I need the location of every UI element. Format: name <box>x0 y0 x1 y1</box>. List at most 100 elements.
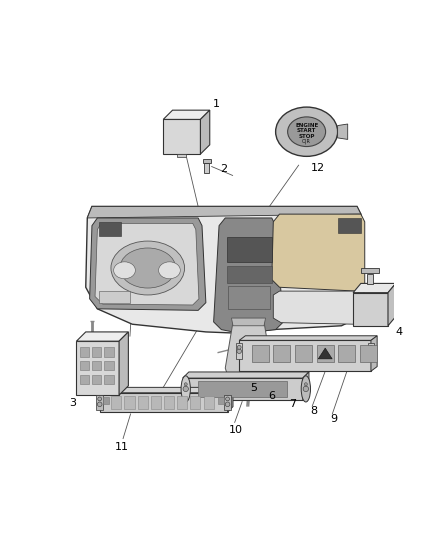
Polygon shape <box>239 336 377 341</box>
Bar <box>251 345 268 362</box>
Text: 5: 5 <box>251 383 258 393</box>
Polygon shape <box>273 291 363 324</box>
Polygon shape <box>353 284 396 293</box>
Bar <box>80 361 89 370</box>
Bar <box>151 396 161 409</box>
Circle shape <box>304 383 307 386</box>
Text: 10: 10 <box>229 425 243 435</box>
Circle shape <box>369 349 373 353</box>
Bar <box>138 396 148 409</box>
Bar <box>204 396 214 409</box>
Bar <box>103 398 109 403</box>
Ellipse shape <box>276 107 338 156</box>
Text: ENGINE: ENGINE <box>295 123 318 128</box>
Circle shape <box>226 397 230 401</box>
Bar <box>204 163 209 173</box>
Bar <box>100 393 228 412</box>
Bar <box>368 343 374 359</box>
Bar <box>104 375 113 384</box>
Bar <box>367 274 373 284</box>
Text: 4: 4 <box>395 327 403 337</box>
Bar <box>177 396 187 409</box>
Bar <box>124 396 134 409</box>
Bar <box>228 286 270 309</box>
Text: 11: 11 <box>114 442 128 453</box>
Bar <box>80 375 89 384</box>
Polygon shape <box>225 322 272 387</box>
Text: 1: 1 <box>212 99 219 109</box>
Polygon shape <box>231 318 265 326</box>
Polygon shape <box>371 336 377 371</box>
Bar <box>360 345 377 362</box>
Text: O|R: O|R <box>302 139 311 144</box>
Bar <box>111 396 121 409</box>
Polygon shape <box>163 110 210 119</box>
Polygon shape <box>95 223 199 305</box>
Circle shape <box>303 386 308 392</box>
Polygon shape <box>303 372 309 400</box>
Polygon shape <box>87 206 361 218</box>
Bar <box>92 375 101 384</box>
Circle shape <box>97 402 102 407</box>
Bar <box>80 348 89 357</box>
Ellipse shape <box>113 262 135 279</box>
Circle shape <box>225 402 230 407</box>
Text: START: START <box>297 128 316 133</box>
Bar <box>218 398 224 403</box>
Bar <box>317 345 334 362</box>
Bar <box>295 345 312 362</box>
Text: 8: 8 <box>310 406 317 416</box>
Ellipse shape <box>159 262 180 279</box>
Bar <box>104 361 113 370</box>
Circle shape <box>237 349 241 353</box>
Bar <box>227 265 272 282</box>
Text: 9: 9 <box>330 414 337 424</box>
Bar <box>92 361 101 370</box>
Bar <box>239 341 371 371</box>
Bar <box>203 159 211 163</box>
Polygon shape <box>86 206 365 334</box>
Bar <box>191 396 201 409</box>
Polygon shape <box>90 218 206 310</box>
Text: 2: 2 <box>220 164 227 174</box>
Text: 6: 6 <box>268 391 275 401</box>
Circle shape <box>369 345 373 349</box>
Bar <box>224 395 231 410</box>
Text: STOP: STOP <box>298 134 315 139</box>
Bar <box>338 218 361 233</box>
Ellipse shape <box>288 117 325 147</box>
Bar <box>99 222 120 236</box>
Bar <box>92 348 101 357</box>
Circle shape <box>184 383 187 386</box>
Polygon shape <box>353 293 388 326</box>
Polygon shape <box>214 218 283 334</box>
Circle shape <box>183 386 188 392</box>
Text: 3: 3 <box>69 398 76 408</box>
Polygon shape <box>201 110 210 154</box>
Bar <box>198 381 287 397</box>
Polygon shape <box>272 214 365 291</box>
Polygon shape <box>228 387 233 412</box>
Polygon shape <box>177 154 187 157</box>
Polygon shape <box>183 372 309 378</box>
Bar <box>236 343 242 359</box>
Polygon shape <box>388 284 396 326</box>
Bar <box>183 378 303 400</box>
Bar <box>227 237 272 262</box>
Polygon shape <box>163 119 201 154</box>
Ellipse shape <box>181 376 191 402</box>
Polygon shape <box>77 341 119 395</box>
Ellipse shape <box>111 241 184 295</box>
Circle shape <box>237 345 241 349</box>
Bar <box>273 345 290 362</box>
Text: 12: 12 <box>311 163 325 173</box>
Polygon shape <box>119 332 128 395</box>
Bar <box>164 396 174 409</box>
Bar <box>104 348 113 357</box>
Bar <box>339 345 356 362</box>
Polygon shape <box>338 124 348 140</box>
Circle shape <box>98 397 102 401</box>
Text: 7: 7 <box>289 399 296 408</box>
Ellipse shape <box>120 248 176 288</box>
Polygon shape <box>100 387 233 393</box>
